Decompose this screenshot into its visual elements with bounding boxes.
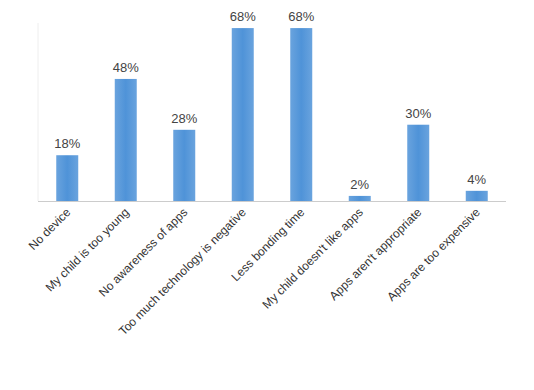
x-axis-line bbox=[38, 201, 506, 202]
chart-svg: 18%48%28%68%68%2%30%4%No deviceMy child … bbox=[0, 0, 534, 390]
bar bbox=[115, 79, 137, 201]
bar bbox=[290, 28, 312, 201]
x-tick-label: Apps aren't appropriate bbox=[327, 205, 425, 303]
data-label: 4% bbox=[467, 172, 486, 187]
y-axis-line bbox=[38, 23, 39, 201]
data-label: 18% bbox=[54, 136, 80, 151]
bar bbox=[466, 191, 488, 201]
data-label: 48% bbox=[113, 60, 139, 75]
x-tick-label: No device bbox=[26, 205, 74, 253]
data-label: 68% bbox=[230, 9, 256, 24]
data-label: 2% bbox=[350, 177, 369, 192]
x-tick-label: Apps are too expensive bbox=[384, 205, 483, 304]
x-tick-labels: No deviceMy child is too youngNo awarene… bbox=[26, 205, 483, 338]
chart-container: 18%48%28%68%68%2%30%4%No deviceMy child … bbox=[0, 0, 534, 390]
bar bbox=[407, 125, 429, 201]
bars bbox=[56, 28, 488, 201]
data-label: 28% bbox=[171, 111, 197, 126]
bar bbox=[56, 155, 78, 201]
page: {"chart_data": {"type": "bar", "categori… bbox=[0, 0, 534, 390]
bar bbox=[232, 28, 254, 201]
x-tick-label: Too much technology is negative bbox=[116, 205, 249, 338]
x-tick-label: My child doesn't like apps bbox=[260, 205, 366, 311]
data-label: 68% bbox=[288, 9, 314, 24]
bar bbox=[349, 196, 371, 201]
data-label: 30% bbox=[405, 106, 431, 121]
data-labels: 18% 48% 28% 68% 68% 2% 30% 4% bbox=[54, 9, 486, 192]
bar bbox=[173, 130, 195, 201]
